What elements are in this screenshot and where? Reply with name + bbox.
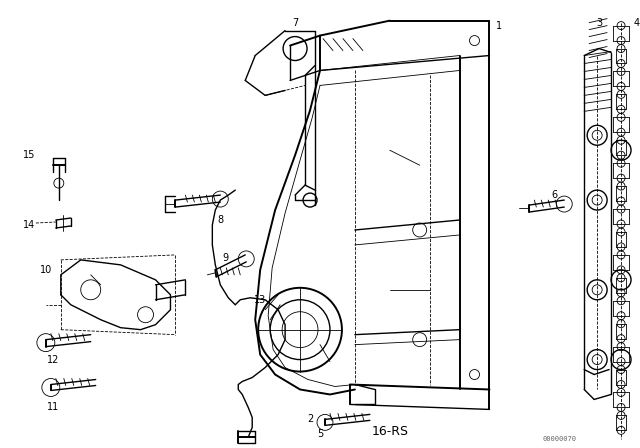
Text: 14: 14 xyxy=(23,220,35,230)
Text: 4: 4 xyxy=(634,17,640,28)
Text: 5: 5 xyxy=(317,429,323,439)
Text: 6: 6 xyxy=(551,190,557,200)
Text: 16-RS: 16-RS xyxy=(371,425,408,438)
Text: 1: 1 xyxy=(497,21,502,30)
Text: 9: 9 xyxy=(222,253,228,263)
Text: 10: 10 xyxy=(40,265,52,275)
Text: 11: 11 xyxy=(47,402,59,413)
Text: 8: 8 xyxy=(217,215,223,225)
Text: 15: 15 xyxy=(22,150,35,160)
Text: 2: 2 xyxy=(307,414,313,424)
Text: 13: 13 xyxy=(254,295,266,305)
Text: 3: 3 xyxy=(596,17,602,28)
Text: 7: 7 xyxy=(292,17,298,28)
Text: 12: 12 xyxy=(47,354,59,365)
Text: 00000070: 00000070 xyxy=(542,436,576,442)
